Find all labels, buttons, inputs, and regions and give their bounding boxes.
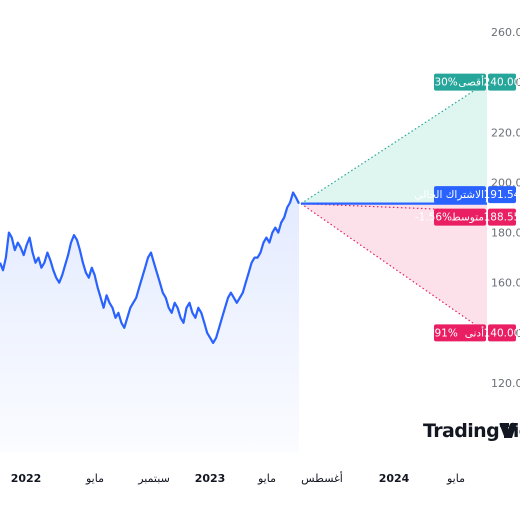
forecast-average-line bbox=[300, 203, 488, 212]
forecast-low-line bbox=[300, 203, 488, 334]
x-tick-label: 2024 bbox=[379, 472, 410, 485]
forecast-current-value: 191.54 bbox=[484, 189, 520, 201]
forecast-high-region bbox=[301, 82, 487, 204]
x-tick-label: 2023 bbox=[195, 472, 226, 485]
forecast-high-value-tag bbox=[488, 73, 516, 91]
y-tick-label: 160.00 bbox=[491, 277, 520, 290]
x-tick-label: مايو bbox=[446, 472, 465, 485]
x-axis: 2022 مايو سبتمبر 2023 مايو أغسطس 2024 مايو bbox=[11, 471, 465, 485]
x-tick-label: 2022 bbox=[11, 472, 42, 485]
brand-name: TradingView bbox=[423, 420, 520, 442]
tradingview-logo: TradingView bbox=[423, 420, 520, 442]
forecast-current-value-tag bbox=[488, 186, 516, 204]
y-tick-label: 220.00 bbox=[491, 126, 520, 139]
forecast-high-label-tag bbox=[434, 73, 486, 91]
forecast-average-pct: -1.56% bbox=[415, 212, 452, 224]
forecast-average-value-tag bbox=[488, 208, 516, 226]
forecast-average-label-tag bbox=[434, 208, 486, 226]
price-line bbox=[0, 191, 300, 344]
x-tick-label: مايو bbox=[85, 472, 104, 485]
forecast-low-pct: -26.91% bbox=[414, 327, 458, 339]
forecast-high-value: 240.00 bbox=[484, 77, 520, 89]
forecast-current-name: الاشتراك الحالي bbox=[414, 189, 484, 201]
forecast-low-value-tag bbox=[488, 324, 516, 342]
x-tick-label: مايو bbox=[257, 472, 276, 485]
forecast-low-value: 140.00 bbox=[484, 327, 520, 339]
forecast-high-name: أقصى bbox=[458, 75, 484, 89]
forecast-high-pct: +25.30% bbox=[409, 77, 458, 89]
forecast-current-label-tag bbox=[434, 186, 486, 204]
x-tick-label: أغسطس bbox=[301, 471, 343, 485]
forecast-low-name: أدنى bbox=[465, 325, 484, 339]
y-tick-label: 260.00 bbox=[491, 26, 520, 39]
x-tick-label: سبتمبر bbox=[137, 472, 170, 485]
forecast-low-label-tag bbox=[434, 324, 486, 342]
price-area bbox=[0, 192, 299, 452]
forecast-average-name: متوسط bbox=[451, 212, 484, 224]
y-tick-label: 120.00 bbox=[491, 377, 520, 390]
y-tick-label: 180.00 bbox=[491, 227, 520, 240]
forecast-average-value: 188.55 bbox=[484, 212, 520, 224]
forecast-high-line bbox=[300, 81, 488, 205]
tv-logo-icon bbox=[500, 422, 517, 438]
